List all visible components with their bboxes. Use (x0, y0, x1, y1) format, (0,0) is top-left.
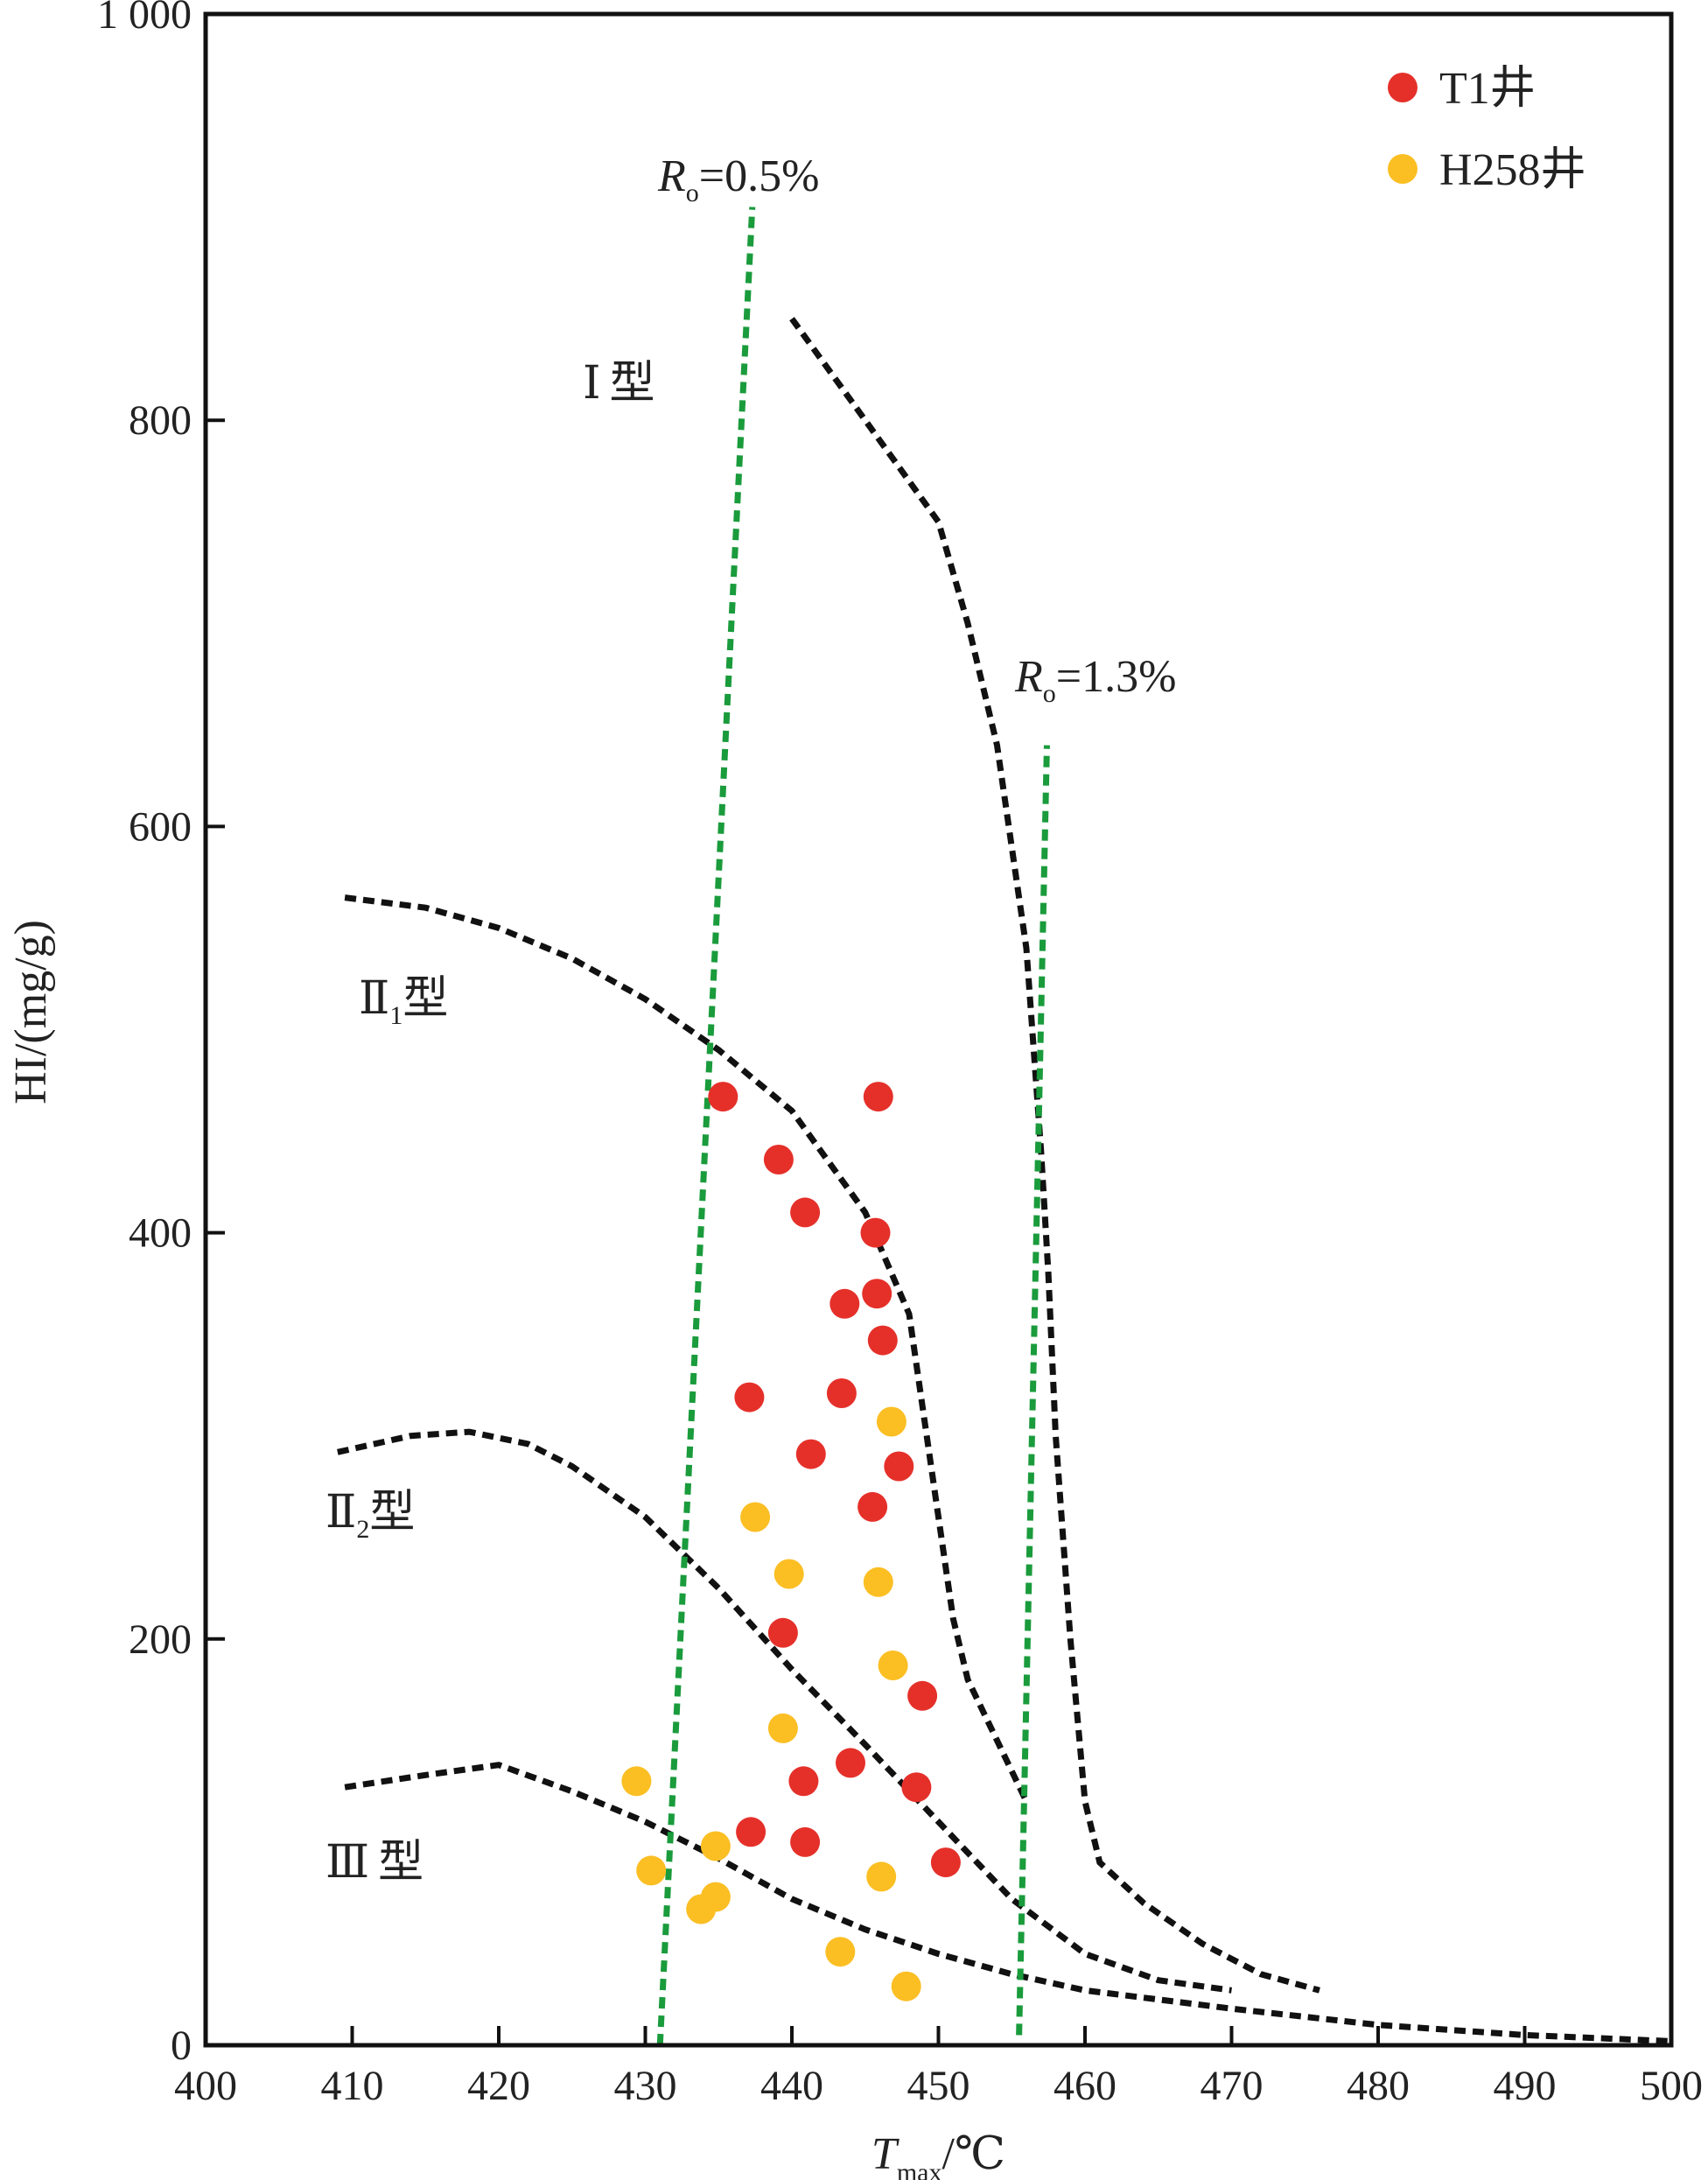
y-tick-label: 0 (171, 2022, 192, 2069)
data-point (867, 1325, 898, 1356)
legend-marker (1388, 154, 1418, 184)
data-point (636, 1855, 667, 1886)
y-tick-label: 1 000 (97, 0, 192, 38)
type-curve (344, 1762, 1672, 2044)
x-tick-label: 470 (1200, 2063, 1264, 2109)
y-tick-label: 800 (129, 397, 192, 444)
ticks-layer (204, 12, 1673, 2047)
y-tick-label: 200 (129, 1616, 192, 1663)
data-point (790, 1197, 821, 1228)
data-point (901, 1772, 932, 1803)
x-tick-label: 400 (174, 2063, 237, 2109)
ro-line (656, 207, 756, 2046)
data-point (876, 1406, 906, 1437)
x-axis-title: Tmax/℃ (872, 2129, 1005, 2180)
data-point (863, 1567, 893, 1597)
ro-line (1016, 745, 1050, 2036)
data-point (700, 1831, 731, 1861)
x-tick-label: 500 (1640, 2063, 1703, 2109)
data-point (621, 1766, 652, 1797)
data-point (930, 1847, 961, 1878)
type-label: Ⅱ2型 (326, 1488, 415, 1544)
legend-label: T1井 (1439, 64, 1536, 114)
x-tick-label: 450 (907, 2063, 970, 2109)
data-point (866, 1861, 897, 1892)
data-point (767, 1617, 798, 1648)
x-tick-label: 490 (1494, 2063, 1557, 2109)
x-tick-label: 430 (614, 2063, 677, 2109)
data-point (686, 1894, 717, 1924)
plot-frame (203, 11, 1674, 2048)
x-tick-label: 420 (467, 2063, 530, 2109)
legend-marker (1388, 73, 1418, 102)
curves-layer (337, 207, 1672, 2046)
data-point (862, 1279, 892, 1309)
labels-layer: 400 410 420 430 440 450 460 470 480 490 500 0 200 400… (6, 0, 1703, 2180)
data-point (907, 1680, 938, 1711)
data-point (740, 1502, 771, 1532)
data-point (790, 1826, 821, 1857)
points-layer (621, 1082, 961, 2001)
data-point (708, 1082, 738, 1112)
ro-label: Ro=0.5% (657, 151, 819, 207)
data-point (830, 1288, 860, 1319)
x-tick-label: 480 (1347, 2063, 1410, 2109)
data-point (767, 1713, 798, 1743)
data-point (878, 1651, 908, 1680)
x-tick-label: 410 (321, 2063, 384, 2109)
legend: T1井 H258井 (1388, 64, 1586, 195)
x-tick-label: 460 (1054, 2063, 1116, 2109)
data-point (858, 1491, 888, 1522)
data-point (788, 1766, 819, 1797)
data-point (860, 1217, 891, 1248)
data-point (736, 1817, 766, 1847)
data-point (863, 1082, 893, 1112)
x-tick-label: 440 (760, 2063, 823, 2109)
y-axis-title: HI/(mg/g) (6, 920, 56, 1104)
type-label: Ⅱ1型 (359, 974, 448, 1030)
data-point (825, 1937, 856, 1967)
data-point (826, 1378, 857, 1408)
type-curve (337, 1428, 1232, 1994)
data-point (891, 1971, 921, 2001)
type-curve (789, 317, 1320, 1994)
type-curve (344, 894, 1030, 1804)
data-point (763, 1145, 794, 1174)
data-point (836, 1748, 865, 1778)
legend-label: H258井 (1439, 145, 1586, 195)
y-tick-label: 600 (129, 803, 192, 850)
data-point (795, 1439, 826, 1469)
data-point (734, 1382, 765, 1412)
data-point (884, 1451, 914, 1482)
data-point (774, 1559, 804, 1589)
y-tick-label: 400 (129, 1210, 192, 1257)
ro-label: Ro=1.3% (1014, 652, 1176, 708)
